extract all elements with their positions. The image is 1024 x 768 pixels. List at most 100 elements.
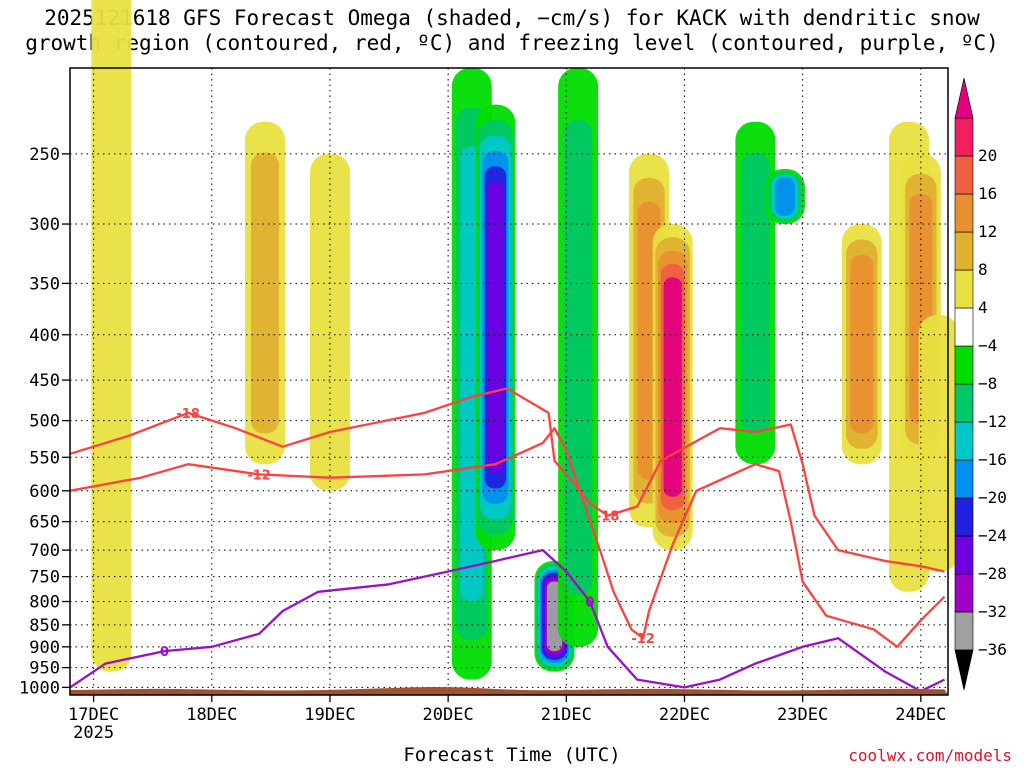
colorbar-label: −8	[978, 374, 997, 393]
colorbar-label: 12	[978, 222, 997, 241]
colorbar-bin	[954, 497, 974, 537]
contour-line	[69, 427, 946, 648]
colorbar-bottom-arrow	[954, 649, 974, 691]
colorbar-label: −36	[978, 640, 1007, 659]
omega-feature	[244, 121, 285, 465]
y-axis: 2503003504004505005506006507007508008509…	[19, 145, 70, 698]
x-axis: 17DEC 18DEC 19DEC 20DEC 21DEC 22DEC 23DEC 24DEC…	[68, 695, 946, 743]
contour-label: -18	[176, 407, 200, 422]
y-tick-label: 500	[29, 412, 60, 432]
colorbar-label: −24	[978, 526, 1007, 545]
x-tick-label: 17DEC	[68, 705, 119, 725]
y-tick-label: 1000	[19, 678, 60, 698]
dgz-contour: -18 -18	[69, 387, 945, 573]
chart-title: 2025121618 GFS Forecast Omega (shaded, −…	[0, 6, 1024, 56]
y-tick-label: 950	[29, 659, 60, 679]
surface-terrain	[70, 687, 948, 695]
colorbar-bin	[954, 345, 974, 385]
colorbar-label: −20	[978, 488, 1007, 507]
omega-feature	[841, 224, 882, 465]
x-tick-label: 23DEC	[777, 705, 828, 725]
colorbar-bin	[954, 383, 974, 423]
omega-band	[741, 152, 770, 434]
omega-band	[774, 177, 795, 216]
y-tick-label: 550	[29, 448, 60, 468]
colorbar-bin	[954, 155, 974, 195]
contour-line	[69, 548, 946, 693]
contour-label: 0	[160, 645, 169, 660]
y-tick-label: 650	[29, 513, 60, 533]
omega-band	[918, 315, 959, 572]
omega-shading-layer	[91, 0, 959, 680]
omega-band	[564, 120, 593, 595]
x-tick-label: 19DEC	[304, 705, 355, 725]
x-tick-label: 24DEC	[895, 705, 946, 725]
chart-title-line2: growth region (contoured, red, ºC) and f…	[25, 31, 999, 55]
omega-feature	[652, 224, 693, 551]
omega-band	[250, 152, 279, 434]
omega-feature	[918, 315, 959, 572]
colorbar-label: −12	[978, 412, 1007, 431]
y-tick-label: 450	[29, 371, 60, 391]
x-tick-label: 20DEC	[423, 705, 474, 725]
y-tick-label: 800	[29, 593, 60, 613]
colorbar-bin	[954, 231, 974, 271]
colorbar-label: 20	[978, 146, 997, 165]
x-tick-label: 18DEC	[186, 705, 237, 725]
colorbar-bin	[954, 193, 974, 233]
y-tick-label: 400	[29, 326, 60, 346]
colorbar-bin	[954, 307, 974, 347]
contour-label: -18	[596, 510, 620, 525]
y-tick-label: 300	[29, 215, 60, 235]
contour-label: -12	[247, 468, 271, 483]
omega-feature	[735, 121, 776, 465]
omega-feature	[475, 104, 516, 551]
y-tick-label: 700	[29, 541, 60, 561]
terrain-layer	[70, 687, 948, 695]
colorbar-bin	[954, 535, 974, 575]
colorbar-bin	[954, 611, 974, 651]
colorbar-bin	[954, 269, 974, 309]
x-tick-label: 21DEC	[541, 705, 592, 725]
colorbar-label: −16	[978, 450, 1007, 469]
y-tick-label: 350	[29, 274, 60, 294]
contour-label: 0	[585, 596, 594, 611]
colorbar-bin	[954, 573, 974, 613]
freezing-level-contour: 00	[69, 548, 946, 693]
omega-feature	[91, 0, 132, 672]
plot-border	[69, 67, 949, 696]
y-tick-label: 900	[29, 638, 60, 658]
omega-band	[91, 0, 132, 672]
colorbar-top-arrow	[954, 77, 974, 119]
y-tick-label: 750	[29, 568, 60, 588]
omega-band	[663, 277, 682, 497]
omega-feature	[764, 168, 805, 225]
y-tick-label: 250	[29, 145, 60, 165]
contour-label: -12	[631, 632, 655, 647]
colorbar-bin	[954, 117, 974, 157]
y-tick-label: 850	[29, 616, 60, 636]
x-tick-label: 22DEC	[659, 705, 710, 725]
colorbar-label: 16	[978, 184, 997, 203]
x-axis-label: Forecast Time (UTC)	[403, 744, 621, 766]
colorbar-label: −4	[978, 336, 997, 355]
colorbar-label: −32	[978, 602, 1007, 621]
x-year-label: 2025	[73, 723, 114, 743]
omega-band	[850, 254, 874, 434]
colorbar-bin	[954, 459, 974, 499]
credit-text[interactable]: coolwx.com/models	[848, 746, 1012, 765]
colorbar-label: −28	[978, 564, 1007, 583]
colorbar: −36 −32 −28 −24 −20 −16 −12 −8 −4 4 8 12 16 20	[954, 77, 1007, 691]
y-tick-label: 600	[29, 482, 60, 502]
colorbar-label: 4	[978, 298, 988, 317]
dgz-contour: -12 -12	[69, 427, 946, 648]
omega-feature	[558, 68, 599, 647]
omega-band	[486, 181, 504, 474]
colorbar-bin	[954, 421, 974, 461]
colorbar-label: 8	[978, 260, 988, 279]
contour-line	[69, 387, 945, 573]
plot-frame	[69, 67, 949, 696]
chart-title-line1: 2025121618 GFS Forecast Omega (shaded, −…	[44, 6, 980, 30]
